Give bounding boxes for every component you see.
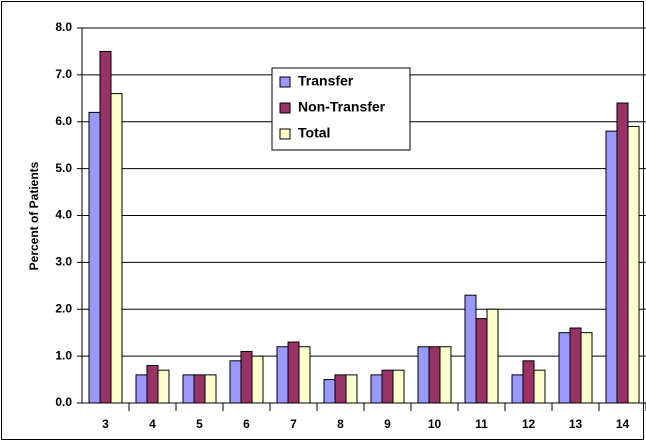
x-tick-label: 5 [196,417,203,431]
y-tick-label: 7.0 [55,67,72,81]
bar [381,369,394,404]
bar [99,50,112,404]
bar [323,379,336,404]
bar [533,369,546,404]
bar [276,346,289,404]
y-tick-label: 6.0 [55,114,72,128]
bar [616,102,629,404]
bar [439,346,452,404]
bar [580,332,593,404]
x-tick-label: 7 [290,417,297,431]
legend-label: Non-Transfer [298,99,386,115]
x-tick-label: 6 [243,417,250,431]
bar [157,369,170,404]
bar [522,360,535,404]
bar [182,374,195,404]
x-tick-label: 10 [428,417,442,431]
y-tick-label: 1.0 [55,348,72,362]
bar [110,93,123,404]
bar [370,374,383,404]
bar [334,374,347,404]
bar [417,346,430,404]
x-tick-label: 12 [522,417,536,431]
legend-box [271,67,411,151]
bar [627,125,640,404]
y-axis-title: Percent of Patients [27,161,41,270]
bar [287,341,300,404]
bar [146,365,159,404]
x-tick-label: 14 [616,417,630,431]
y-tick-label: 2.0 [55,301,72,315]
x-tick-label: 13 [569,417,583,431]
bar [569,327,582,404]
x-tick-label: 9 [384,417,391,431]
bar [240,350,253,404]
x-tick-label: 3 [102,417,109,431]
bar [605,130,618,404]
bar [135,374,148,404]
y-tick-label: 3.0 [55,255,72,269]
legend-label: Transfer [298,73,354,89]
bar [475,318,488,404]
x-tick-label: 4 [149,417,156,431]
bar [345,374,358,404]
legend-label: Total [298,125,330,141]
legend-swatch [279,76,291,88]
y-tick-label: 4.0 [55,208,72,222]
bar [88,111,101,404]
legend-swatch [279,102,291,114]
bar [486,308,499,404]
bar [511,374,524,404]
bar [251,355,264,404]
bar [204,374,217,404]
bar [558,332,571,404]
x-tick-label: 11 [475,417,488,431]
bar [193,374,206,404]
legend-swatch [279,128,291,140]
bar [229,360,242,404]
bar [464,294,477,404]
bar [428,346,441,404]
x-tick-label: 8 [337,417,344,431]
bar [392,369,405,404]
y-tick-label: 0.0 [55,395,72,409]
y-tick-label: 8.0 [55,20,72,34]
bar [298,346,311,404]
y-tick-label: 5.0 [55,161,72,175]
